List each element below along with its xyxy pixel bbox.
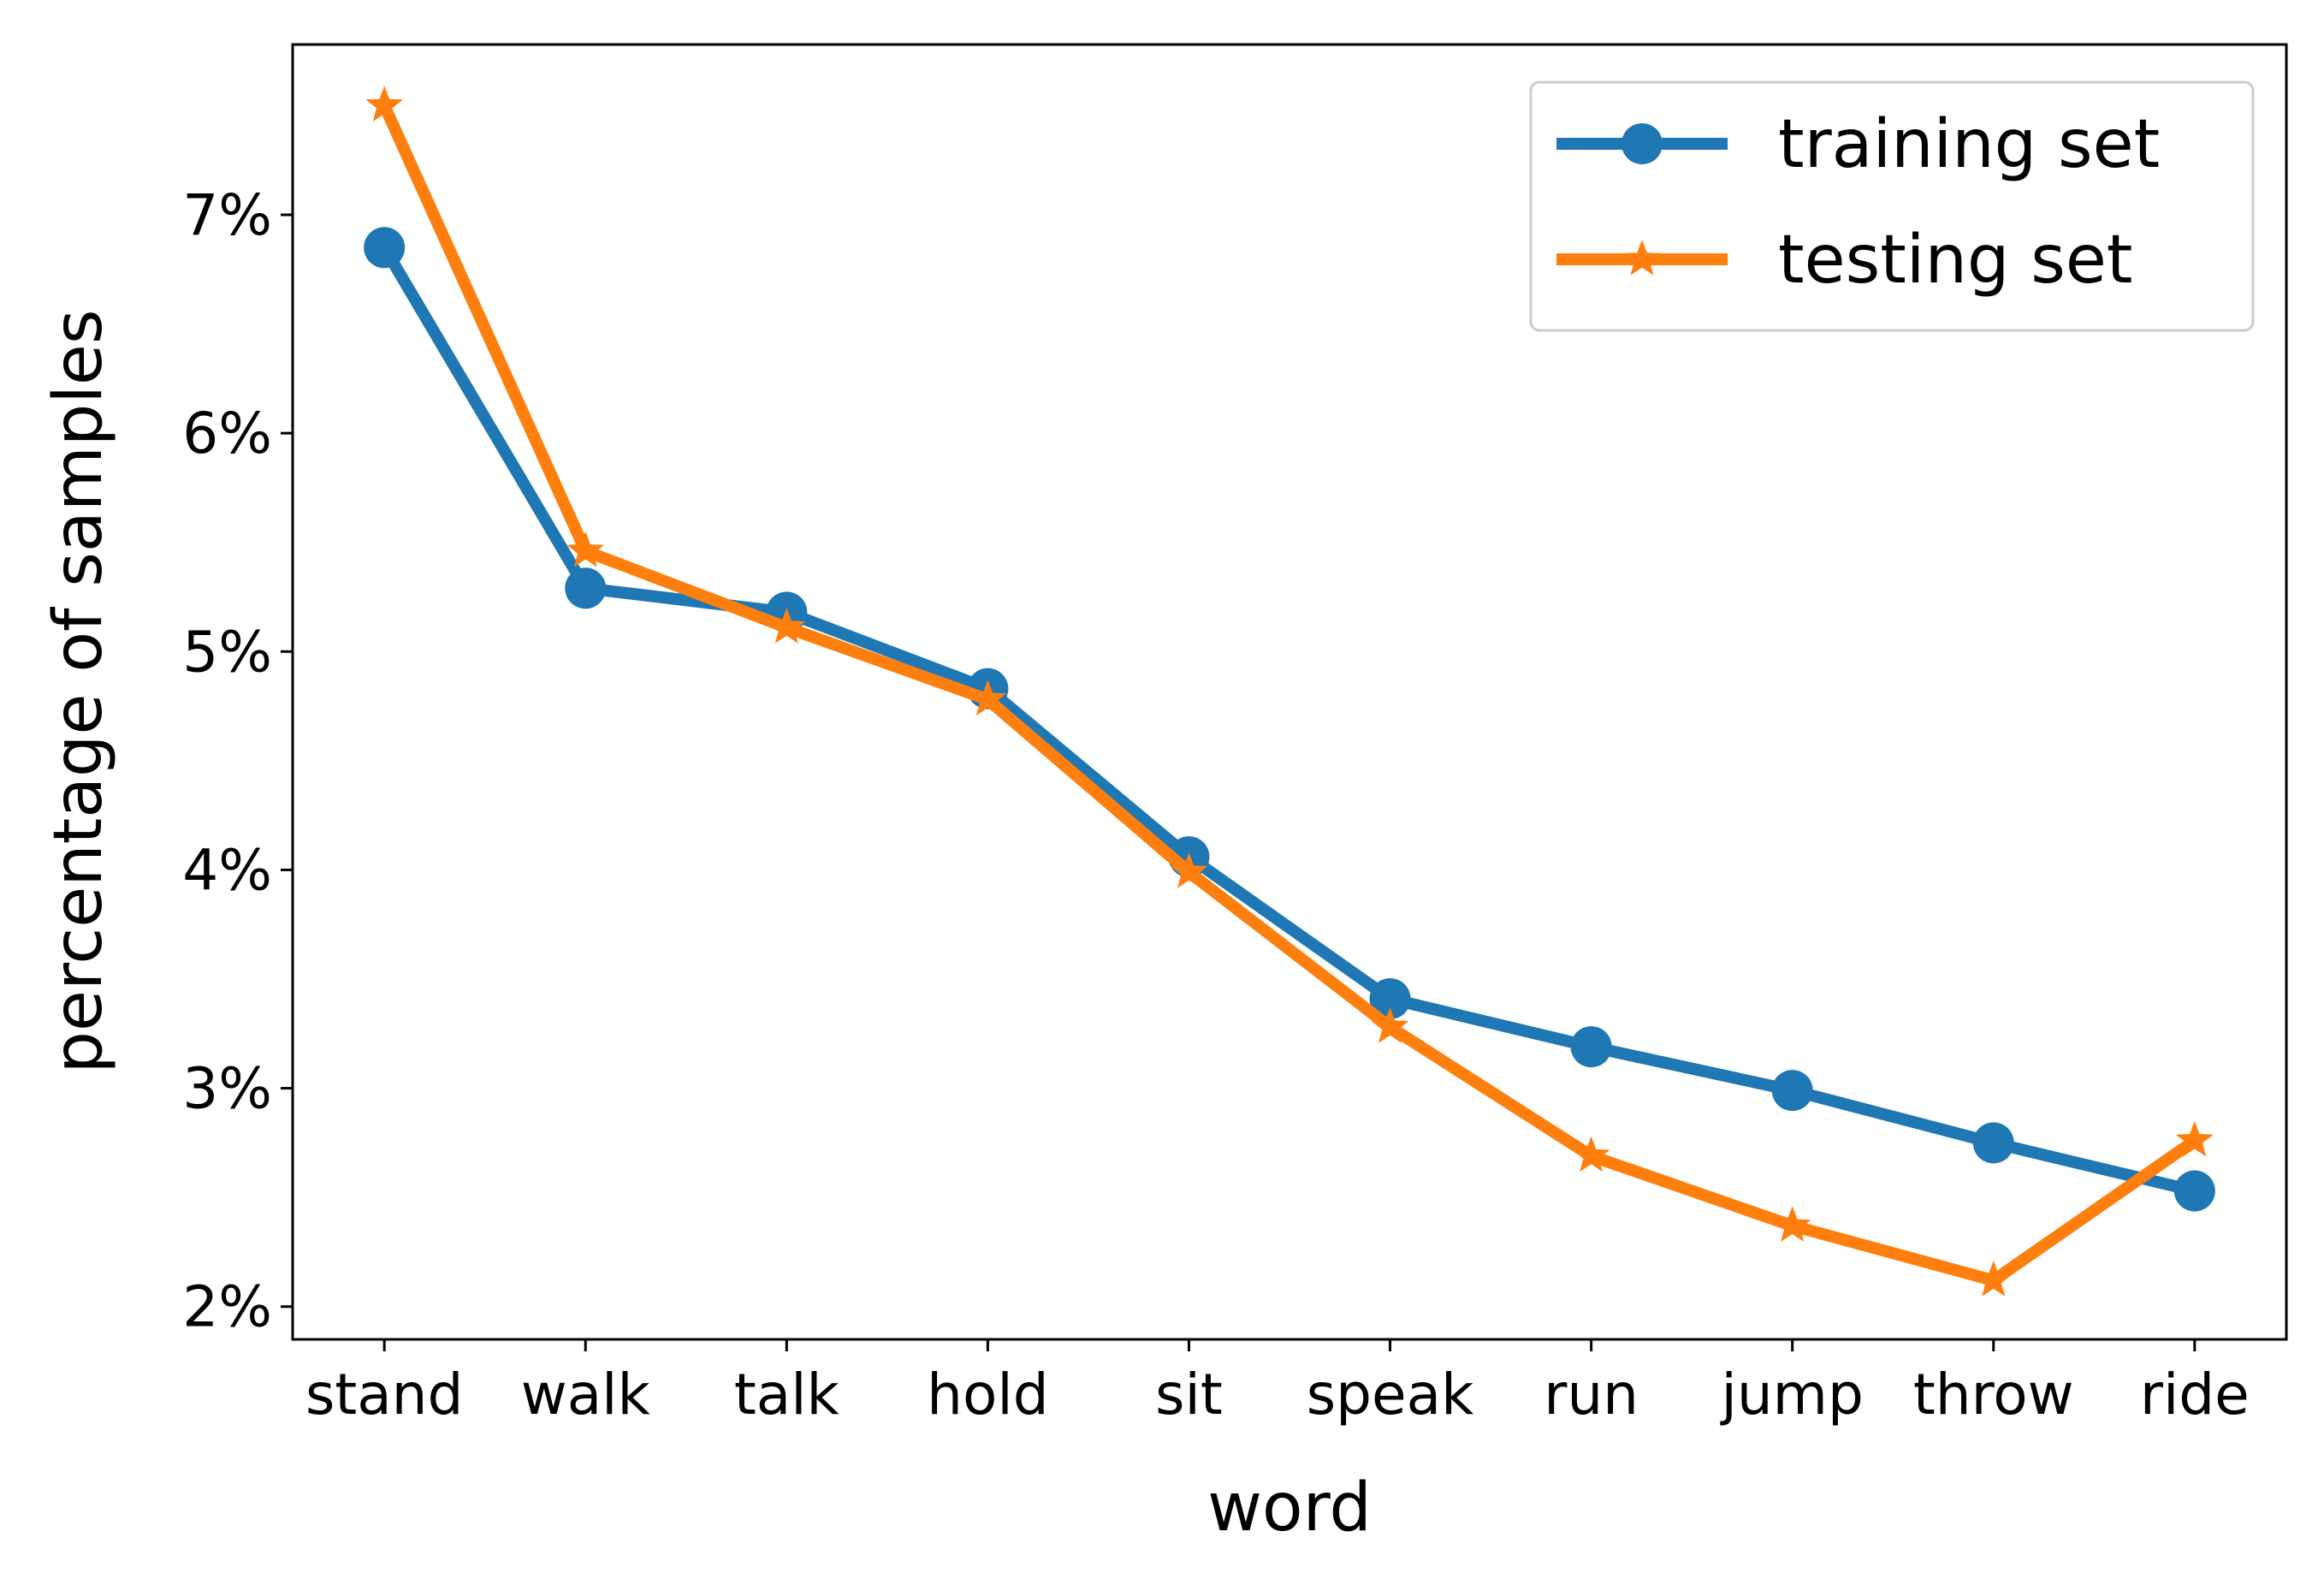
data-point-testing-set xyxy=(1170,852,1208,888)
data-point-testing-set xyxy=(1371,1007,1409,1043)
legend-marker-testing-set xyxy=(1623,240,1661,276)
y-tick-label: 7% xyxy=(182,182,272,248)
legend-label-training-set: training set xyxy=(1778,106,2160,183)
data-point-testing-set xyxy=(1773,1206,1811,1242)
y-tick-label: 6% xyxy=(182,401,272,466)
series-testing-set xyxy=(365,86,2214,1297)
data-point-testing-set xyxy=(969,680,1007,715)
x-axis-label: word xyxy=(1207,1469,1372,1546)
y-tick-label: 3% xyxy=(182,1056,272,1122)
data-point-testing-set xyxy=(566,531,605,567)
data-point-testing-set xyxy=(365,86,404,122)
x-tick-label: speak xyxy=(1307,1362,1474,1428)
x-tick-label: talk xyxy=(734,1362,840,1428)
x-axis: stand walk talk hold sit speak run jump throw rid… xyxy=(305,1339,2250,1428)
y-tick-label: 2% xyxy=(182,1274,272,1340)
series-layer xyxy=(364,86,2215,1297)
x-tick-label: stand xyxy=(305,1362,463,1428)
y-axis: 2% 3% 4% 5% 6% 7% xyxy=(182,182,293,1340)
y-tick-label: 4% xyxy=(182,837,272,903)
x-tick-label: walk xyxy=(521,1362,651,1428)
legend-label-testing-set: testing set xyxy=(1778,222,2132,299)
data-point-training-set xyxy=(364,227,406,269)
x-tick-label: run xyxy=(1544,1362,1639,1428)
data-point-training-set xyxy=(1570,1026,1612,1068)
data-point-testing-set xyxy=(1974,1261,2013,1297)
x-tick-label: hold xyxy=(927,1362,1048,1428)
data-point-testing-set xyxy=(768,608,806,644)
series-line-testing-set xyxy=(378,103,2198,1287)
data-point-testing-set xyxy=(2175,1120,2214,1157)
x-tick-label: jump xyxy=(1719,1362,1863,1428)
data-point-testing-set xyxy=(1572,1136,1610,1172)
y-tick-label: 5% xyxy=(182,619,272,685)
data-point-training-set xyxy=(565,567,607,609)
data-point-training-set xyxy=(1972,1122,2014,1164)
y-axis-label: percentage of samples xyxy=(40,309,117,1073)
legend-marker-training-set xyxy=(1621,123,1663,164)
legend: training set testing set xyxy=(1529,80,2255,332)
x-tick-label: throw xyxy=(1913,1362,2074,1428)
data-point-training-set xyxy=(1771,1070,1813,1112)
plot-frame xyxy=(291,43,2288,1341)
x-tick-label: ride xyxy=(2140,1362,2250,1428)
data-point-training-set xyxy=(2173,1170,2215,1212)
data-point-training-set xyxy=(1369,977,1411,1019)
x-tick-label: sit xyxy=(1155,1362,1223,1428)
series-line-training-set xyxy=(379,244,2197,1197)
